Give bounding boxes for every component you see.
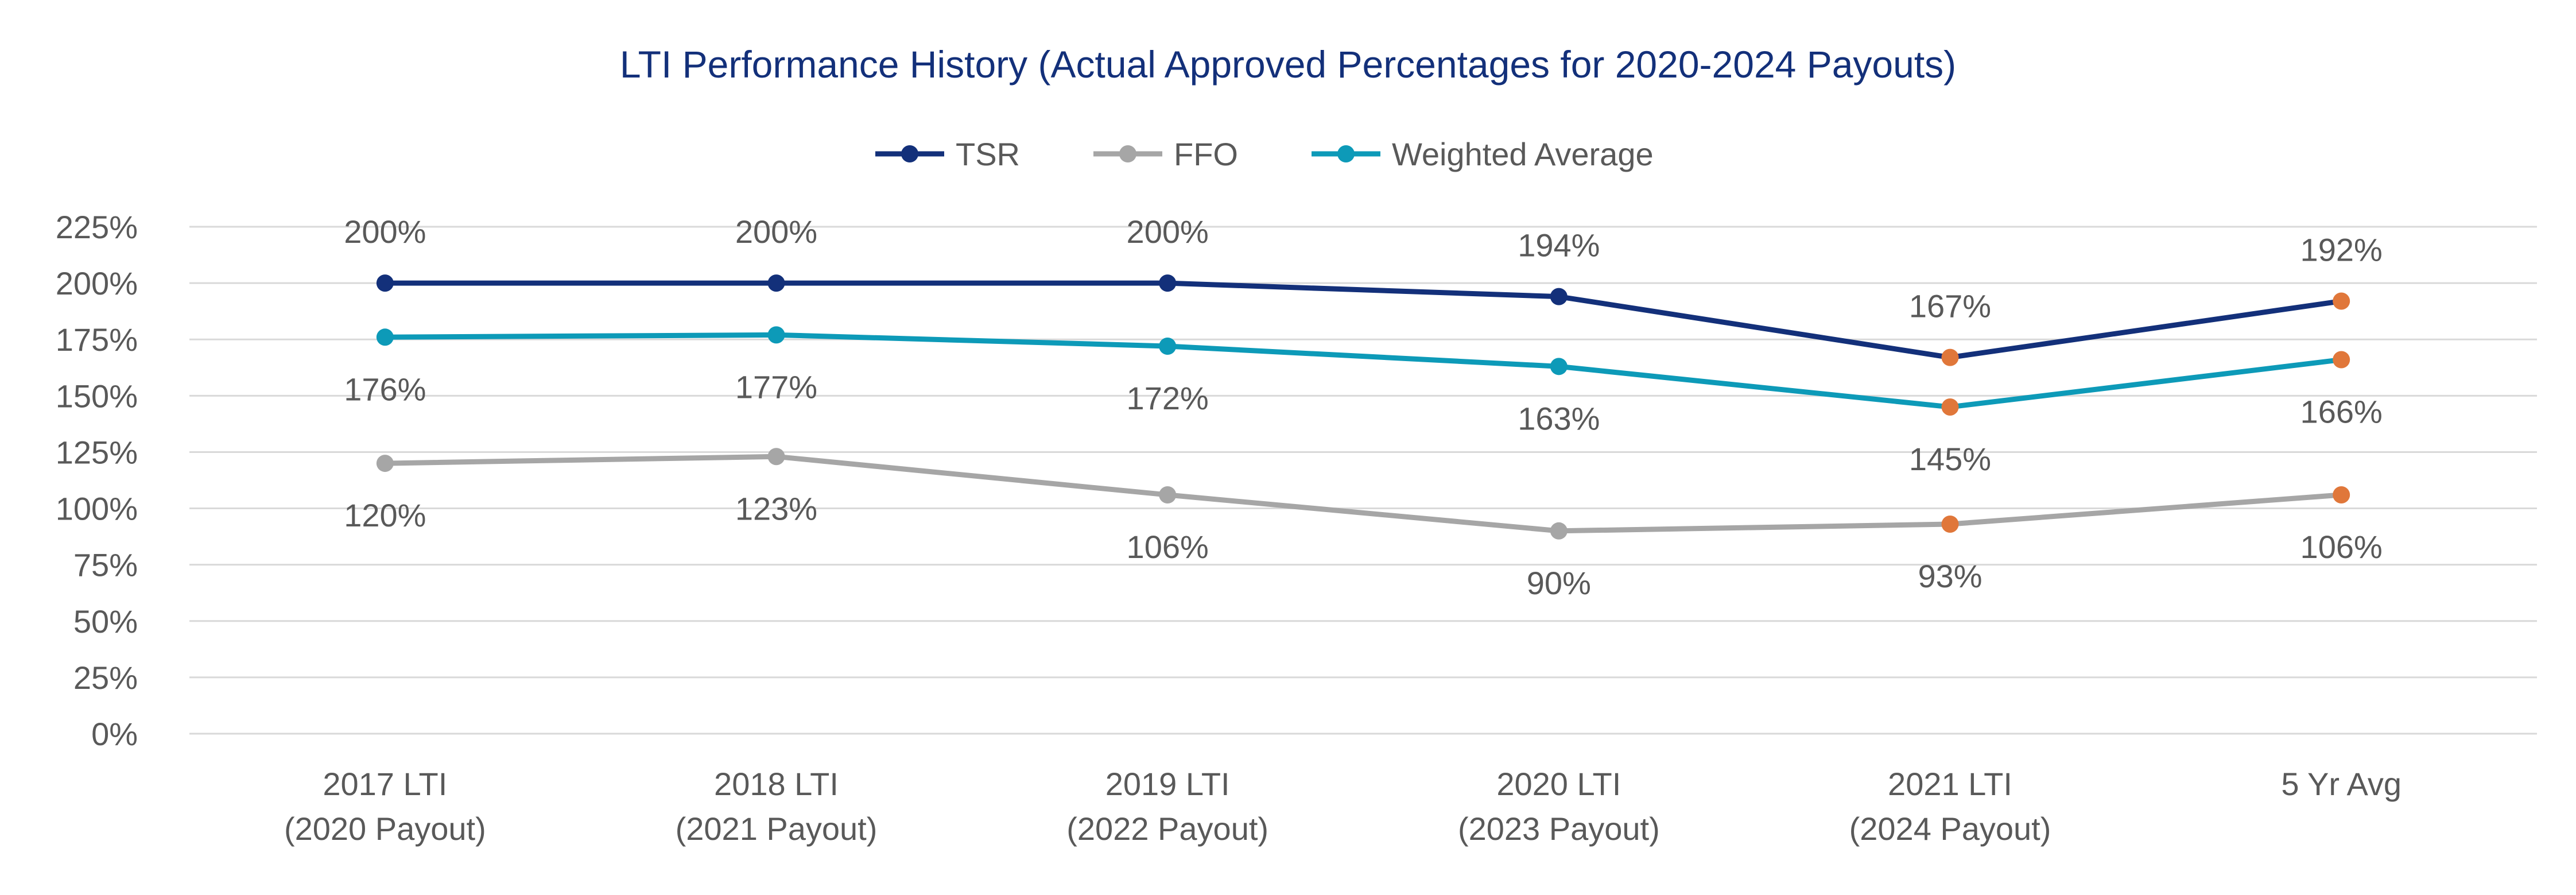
y-tick-label: 100%	[56, 491, 138, 527]
gridlines	[189, 226, 2537, 735]
series-line-ffo	[385, 454, 2342, 534]
data-point-ffo	[1941, 516, 1959, 533]
series-line-tsr	[385, 280, 2342, 361]
legend-item-tsr: TSR	[875, 136, 1020, 172]
legend: TSR FFO Weighted Average	[875, 136, 1654, 172]
data-label-ffo: 123%	[735, 490, 817, 526]
data-label-weighted-average: 176%	[344, 371, 426, 407]
data-label-ffo: 106%	[1127, 529, 1209, 565]
legend-item-ffo: FFO	[1093, 136, 1238, 172]
series-line-weighted-average	[385, 332, 2342, 410]
data-label-ffo: 120%	[344, 497, 426, 533]
data-label-tsr: 200%	[344, 214, 426, 250]
y-axis: 0% 25% 50% 75% 100% 125% 150% 175% 200% 225%	[56, 209, 138, 752]
data-label-tsr: 200%	[735, 214, 817, 250]
legend-swatch-marker	[1119, 145, 1136, 162]
series-group	[376, 274, 2350, 540]
data-label-ffo: 93%	[1918, 558, 1982, 594]
x-tick-label: 2017 LTI (2020 Payout)	[284, 766, 486, 847]
data-label-weighted-average: 163%	[1518, 400, 1600, 436]
y-tick-label: 175%	[56, 321, 138, 358]
data-point-weighted-average	[376, 328, 394, 346]
legend-item-weighted-average: Weighted Average	[1312, 136, 1654, 172]
data-point-ffo	[1159, 486, 1177, 504]
data-point-tsr	[376, 274, 394, 292]
data-label-tsr: 194%	[1518, 227, 1600, 264]
data-label-ffo: 90%	[1527, 565, 1591, 601]
legend-swatch-marker	[901, 145, 918, 162]
data-label-tsr: 192%	[2300, 232, 2383, 268]
y-tick-label: 25%	[73, 660, 138, 696]
chart-title: LTI Performance History (Actual Approved…	[620, 43, 1956, 86]
data-point-weighted-average	[1550, 358, 1568, 375]
data-point-tsr	[1550, 288, 1568, 305]
x-tick-label: 2021 LTI (2024 Payout)	[1849, 766, 2051, 847]
data-point-tsr	[2333, 292, 2350, 310]
data-label-weighted-average: 172%	[1127, 380, 1209, 416]
y-tick-label: 75%	[73, 547, 138, 583]
data-point-ffo	[2333, 486, 2350, 504]
x-tick-label: 2018 LTI (2021 Payout)	[676, 766, 878, 847]
x-tick-label: 5 Yr Avg	[2281, 766, 2402, 802]
y-tick-label: 125%	[56, 434, 138, 470]
data-labels: 200% 200% 200% 194% 167% 192% 120% 123% 106% 90% 9…	[344, 214, 2383, 601]
data-label-weighted-average: 145%	[1909, 441, 1991, 477]
y-tick-label: 150%	[56, 378, 138, 414]
data-point-weighted-average	[1159, 337, 1177, 355]
data-point-ffo	[1550, 522, 1568, 540]
data-point-weighted-average	[2333, 351, 2350, 369]
legend-label: TSR	[956, 136, 1020, 172]
y-tick-label: 50%	[73, 603, 138, 640]
y-tick-label: 225%	[56, 209, 138, 245]
data-point-tsr	[1941, 348, 1959, 366]
legend-swatch-marker	[1337, 145, 1355, 162]
x-axis: 2017 LTI (2020 Payout) 2018 LTI (2021 Payou…	[284, 766, 2402, 847]
y-tick-label: 0%	[91, 716, 138, 752]
legend-label: FFO	[1174, 136, 1238, 172]
data-point-ffo	[767, 448, 785, 466]
data-point-tsr	[1159, 274, 1177, 292]
legend-label: Weighted Average	[1392, 136, 1654, 172]
data-point-weighted-average	[767, 326, 785, 344]
x-tick-label: 2020 LTI (2023 Payout)	[1458, 766, 1660, 847]
x-tick-label: 2019 LTI (2022 Payout)	[1066, 766, 1268, 847]
data-point-tsr	[767, 274, 785, 292]
data-label-tsr: 167%	[1909, 288, 1991, 324]
y-tick-label: 200%	[56, 265, 138, 301]
data-point-ffo	[376, 455, 394, 472]
data-point-weighted-average	[1941, 398, 1959, 416]
data-label-ffo: 106%	[2300, 529, 2383, 565]
data-label-tsr: 200%	[1127, 214, 1209, 250]
data-label-weighted-average: 166%	[2300, 394, 2383, 430]
data-label-weighted-average: 177%	[735, 369, 817, 405]
